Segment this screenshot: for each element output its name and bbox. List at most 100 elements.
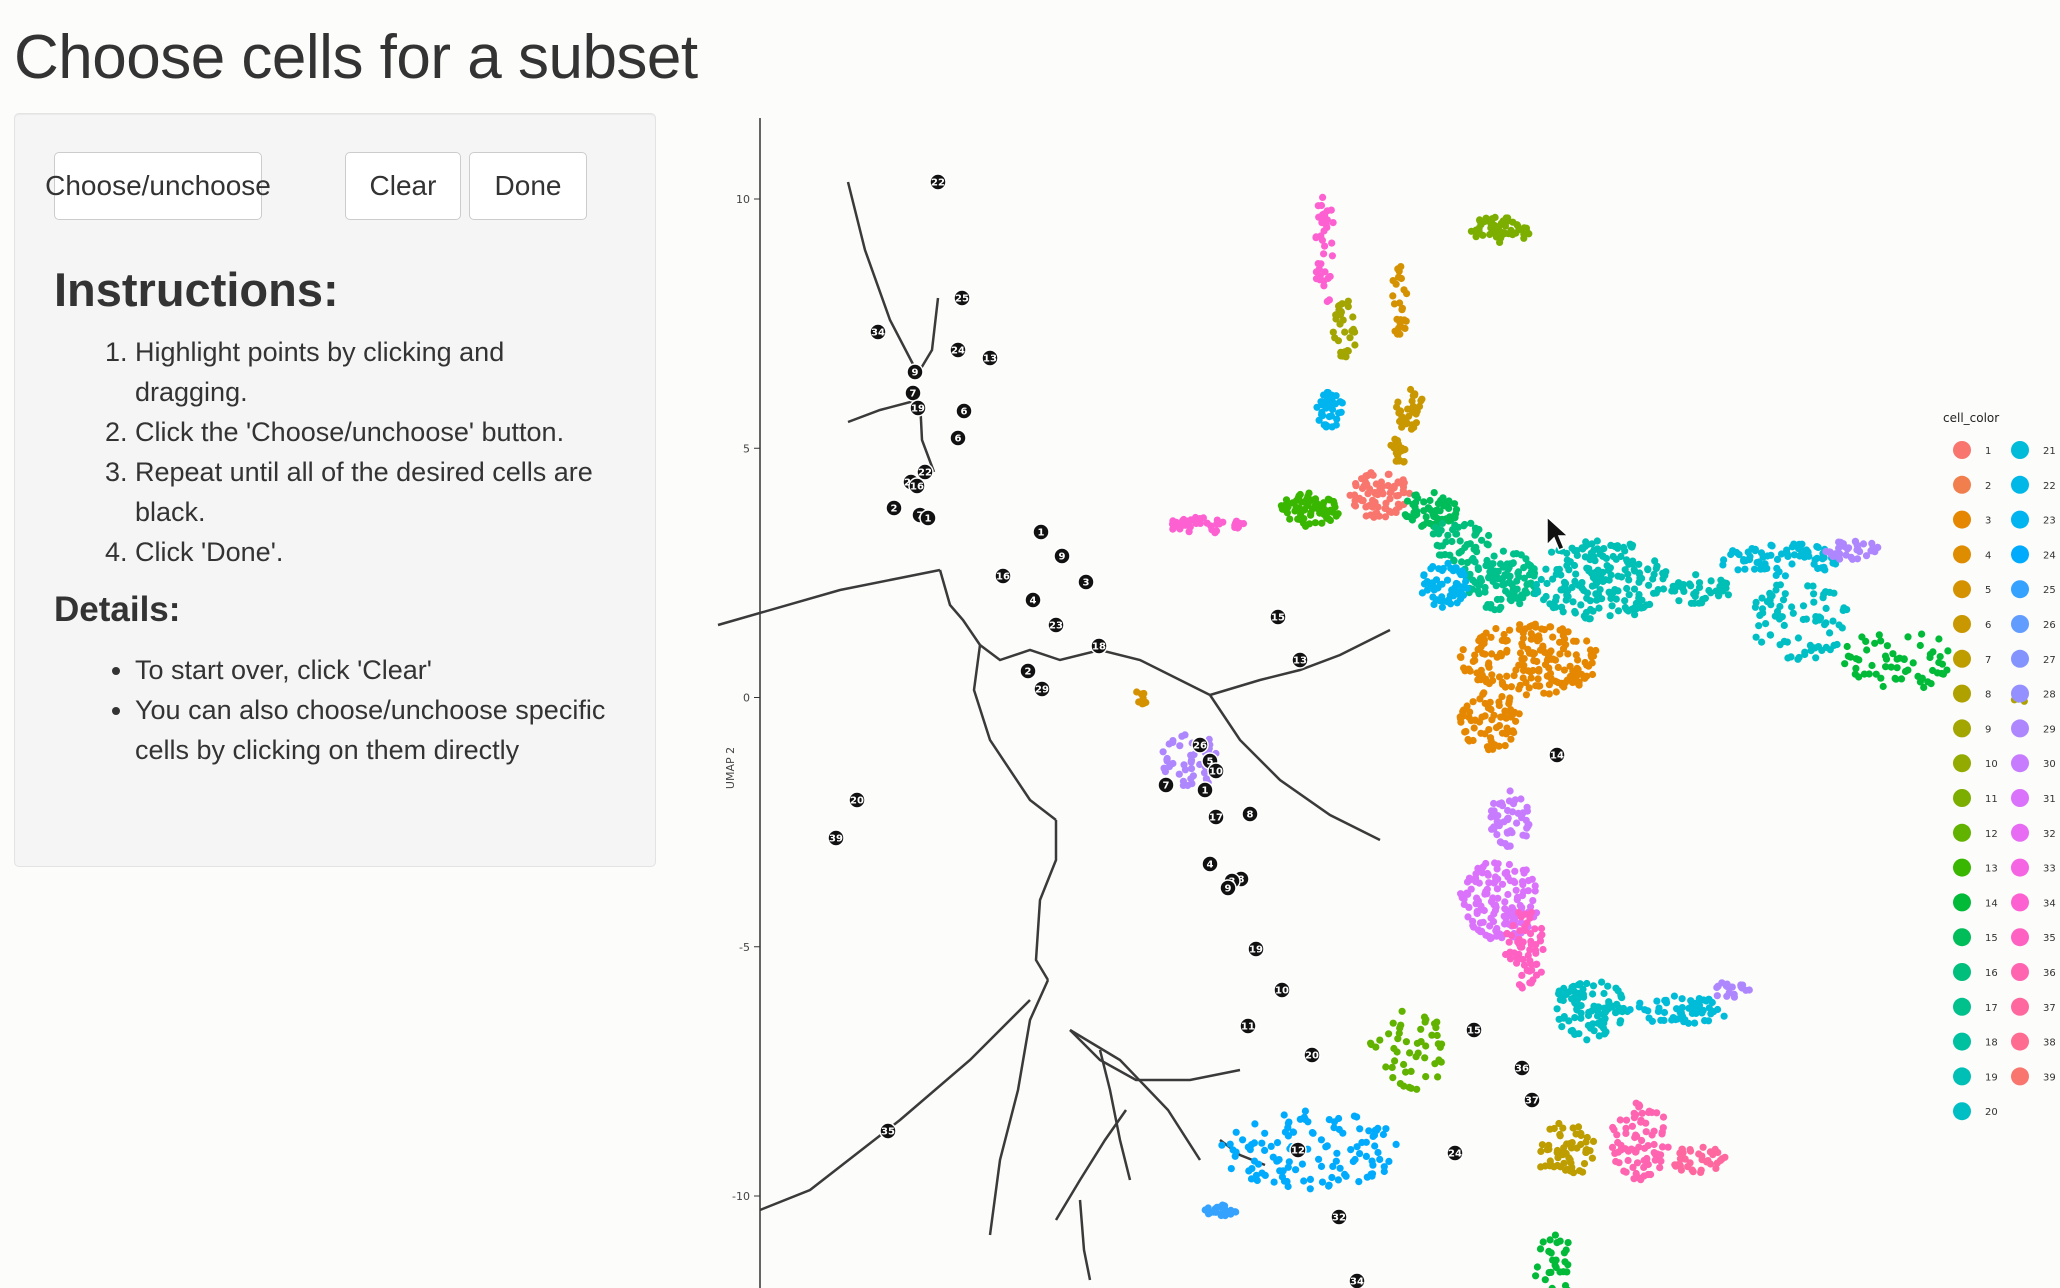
cell-point[interactable] <box>1450 556 1458 564</box>
cell-point[interactable] <box>1622 1116 1631 1124</box>
cell-point[interactable] <box>1275 1156 1283 1164</box>
cell-point[interactable] <box>1312 275 1321 283</box>
cell-point[interactable] <box>1320 227 1328 235</box>
cell-point[interactable] <box>1411 391 1419 399</box>
cell-point[interactable] <box>1398 306 1406 314</box>
cell-point[interactable] <box>1515 950 1523 958</box>
cell-point[interactable] <box>1176 742 1184 750</box>
cell-point[interactable] <box>1284 1132 1292 1140</box>
cell-point[interactable] <box>1670 992 1678 1000</box>
cell-point[interactable] <box>1592 590 1600 598</box>
cell-point[interactable] <box>1582 1146 1590 1154</box>
cell-point[interactable] <box>1318 218 1326 226</box>
cell-point[interactable] <box>1412 419 1420 427</box>
cell-point[interactable] <box>1554 568 1563 577</box>
cell-point[interactable] <box>1687 997 1695 1005</box>
cell-point[interactable] <box>1498 880 1507 888</box>
cell-point[interactable] <box>1526 946 1534 954</box>
cell-point[interactable] <box>1598 978 1606 986</box>
cell-point[interactable] <box>1536 933 1544 941</box>
cell-point[interactable] <box>1334 337 1342 345</box>
cell-point[interactable] <box>1381 513 1390 521</box>
cell-point[interactable] <box>1432 506 1440 514</box>
cell-point[interactable] <box>1351 1155 1359 1164</box>
cell-point[interactable] <box>1552 597 1560 605</box>
cell-point[interactable] <box>1476 928 1484 936</box>
cell-point[interactable] <box>1440 502 1448 510</box>
cell-point[interactable] <box>1567 1159 1575 1167</box>
cell-point[interactable] <box>1320 250 1328 258</box>
cell-point[interactable] <box>1478 536 1486 544</box>
cell-point[interactable] <box>1389 292 1397 300</box>
cell-point[interactable] <box>1603 562 1611 570</box>
cell-point[interactable] <box>1466 540 1474 548</box>
cell-point[interactable] <box>1528 875 1536 883</box>
cell-point[interactable] <box>1471 651 1479 659</box>
cell-point[interactable] <box>1916 641 1924 650</box>
cell-point[interactable] <box>1488 560 1496 568</box>
cell-point[interactable] <box>1781 572 1789 580</box>
cell-point[interactable] <box>1305 489 1313 497</box>
cell-point[interactable] <box>1180 515 1188 524</box>
cell-point[interactable] <box>1614 607 1623 615</box>
cell-point[interactable] <box>1500 818 1508 826</box>
cell-point[interactable] <box>1651 557 1659 565</box>
cell-point[interactable] <box>1510 593 1518 601</box>
cell-point[interactable] <box>1595 1003 1603 1011</box>
cell-point[interactable] <box>1556 650 1564 658</box>
cell-point[interactable] <box>1564 628 1572 636</box>
cell-point[interactable] <box>1533 971 1541 979</box>
cell-point[interactable] <box>1586 556 1594 564</box>
cell-point[interactable] <box>1810 590 1818 598</box>
cell-point[interactable] <box>1284 1182 1292 1191</box>
cell-point[interactable] <box>1532 580 1541 589</box>
cell-point[interactable] <box>1335 302 1343 310</box>
cell-point[interactable] <box>1855 656 1863 664</box>
cell-point[interactable] <box>1742 986 1750 994</box>
cell-point[interactable] <box>1490 552 1498 560</box>
cell-point[interactable] <box>1522 832 1530 840</box>
cell-point[interactable] <box>1561 1258 1569 1266</box>
cell-point[interactable] <box>1467 885 1475 893</box>
cell-point[interactable] <box>1450 500 1459 508</box>
cell-point[interactable] <box>1565 1017 1573 1025</box>
cell-point[interactable] <box>1362 1152 1370 1160</box>
cell-point[interactable] <box>1328 239 1336 247</box>
cell-point[interactable] <box>1628 541 1637 549</box>
cell-point[interactable] <box>1474 897 1482 905</box>
cell-point[interactable] <box>1582 538 1590 546</box>
cell-point[interactable] <box>1801 650 1809 659</box>
cell-point[interactable] <box>1385 1030 1393 1038</box>
cell-point[interactable] <box>1630 1114 1638 1122</box>
cell-point[interactable] <box>1668 1016 1676 1024</box>
cell-point[interactable] <box>1607 594 1615 603</box>
cell-point[interactable] <box>1376 1036 1384 1044</box>
cell-point[interactable] <box>1617 993 1625 1001</box>
cell-point[interactable] <box>1486 698 1494 706</box>
cell-point[interactable] <box>1432 576 1441 584</box>
cell-point[interactable] <box>1491 873 1499 881</box>
cell-point[interactable] <box>1347 1146 1355 1154</box>
cell-point[interactable] <box>1656 1164 1664 1172</box>
cell-point[interactable] <box>1617 573 1626 581</box>
cell-point[interactable] <box>1686 580 1694 588</box>
cell-point[interactable] <box>1572 651 1580 659</box>
cell-point[interactable] <box>1840 542 1848 551</box>
cell-point[interactable] <box>1570 994 1578 1002</box>
cell-point[interactable] <box>1650 570 1658 578</box>
cell-point[interactable] <box>1485 879 1493 887</box>
cell-point[interactable] <box>1589 982 1598 990</box>
cell-point[interactable] <box>1569 667 1577 675</box>
cell-point[interactable] <box>1321 268 1329 276</box>
cell-point[interactable] <box>1261 1129 1269 1137</box>
cell-point[interactable] <box>1457 890 1465 898</box>
cell-point[interactable] <box>1396 456 1404 465</box>
cell-point[interactable] <box>1208 526 1216 534</box>
cell-point[interactable] <box>1704 1017 1713 1025</box>
cell-point[interactable] <box>1525 684 1533 692</box>
cell-point[interactable] <box>1451 514 1459 522</box>
cell-point[interactable] <box>1752 598 1760 606</box>
cell-point[interactable] <box>1650 1149 1658 1157</box>
choose-unchoose-button[interactable]: Choose/unchoose <box>45 152 271 220</box>
cell-point[interactable] <box>1349 313 1357 321</box>
